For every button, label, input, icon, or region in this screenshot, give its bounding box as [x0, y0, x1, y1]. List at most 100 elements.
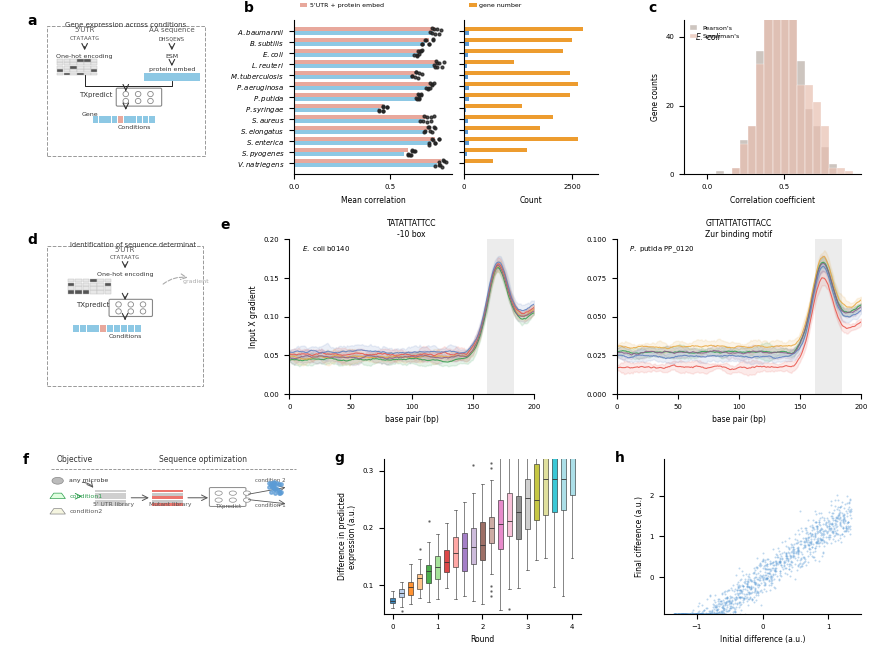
Point	[803, 548, 817, 559]
Point	[800, 533, 814, 543]
Point	[808, 521, 822, 531]
Point	[824, 511, 838, 521]
Bar	[87, 325, 92, 332]
Point	[753, 586, 767, 597]
Point	[675, 609, 689, 619]
Point	[821, 534, 835, 544]
Point	[832, 520, 846, 531]
Point	[695, 609, 709, 619]
Point	[843, 506, 857, 517]
Bar	[779, 0, 787, 174]
Point	[412, 94, 426, 104]
Circle shape	[215, 498, 222, 502]
Point	[793, 560, 807, 571]
Point	[793, 561, 806, 572]
Point	[748, 590, 762, 601]
Point	[714, 598, 728, 609]
Point	[689, 609, 703, 619]
Point	[788, 538, 802, 548]
Point	[683, 609, 697, 619]
Point	[693, 609, 707, 619]
Point	[748, 594, 762, 605]
Point	[818, 536, 832, 546]
Bar	[755, 65, 764, 174]
Bar	[732, 168, 740, 174]
Point	[824, 519, 838, 529]
Point	[797, 556, 811, 566]
Point	[690, 609, 704, 619]
Point	[796, 539, 810, 550]
Bar	[463, 38, 571, 42]
Point	[726, 606, 740, 616]
Point	[772, 552, 786, 563]
Point	[740, 592, 753, 603]
Point	[688, 609, 702, 619]
Point	[812, 515, 826, 525]
Point	[820, 523, 834, 533]
Point	[734, 585, 748, 596]
Point	[787, 534, 801, 544]
Point	[798, 528, 812, 539]
Point	[421, 83, 434, 94]
Circle shape	[116, 302, 121, 307]
Point	[832, 507, 846, 517]
Point	[430, 58, 444, 69]
Point	[832, 502, 846, 512]
Point	[707, 609, 721, 619]
Point	[719, 591, 733, 602]
Point	[706, 609, 720, 619]
Point	[797, 542, 811, 552]
Point	[375, 101, 389, 112]
Point	[767, 566, 781, 576]
Point	[667, 609, 680, 619]
Point	[758, 564, 772, 574]
Point	[784, 561, 798, 572]
Point	[762, 572, 776, 583]
Point	[735, 593, 749, 604]
Point	[804, 542, 818, 552]
Point	[709, 601, 723, 611]
Point	[837, 526, 851, 537]
Point	[742, 574, 756, 584]
Point	[764, 571, 778, 581]
Point	[689, 609, 703, 619]
Point	[763, 572, 777, 583]
Bar	[56, 69, 63, 72]
Point	[814, 538, 828, 548]
Title: TATATTATTCC
-10 box: TATATTATTCC -10 box	[387, 219, 436, 239]
Point	[760, 564, 774, 575]
Point	[839, 508, 852, 518]
Point	[734, 565, 748, 576]
Point	[777, 562, 791, 573]
Point	[726, 595, 740, 606]
Point	[762, 558, 776, 568]
X-axis label: Count: Count	[519, 196, 541, 205]
Bar	[151, 496, 182, 499]
Point	[812, 533, 826, 543]
Bar	[715, 171, 723, 174]
Point	[747, 579, 761, 589]
Bar	[73, 325, 79, 332]
Text: e: e	[221, 218, 230, 232]
Point	[423, 27, 437, 38]
Point	[418, 34, 432, 45]
Point	[697, 609, 711, 619]
Point	[679, 609, 693, 619]
Point	[779, 546, 793, 557]
Bar	[772, 13, 779, 174]
Point	[685, 609, 699, 619]
Point	[736, 593, 750, 604]
Point	[743, 575, 757, 585]
Point	[703, 609, 717, 619]
Point	[706, 599, 720, 609]
Point	[783, 556, 797, 567]
Point	[780, 559, 794, 570]
Point	[733, 593, 746, 603]
Bar	[76, 282, 82, 286]
Bar	[755, 51, 764, 174]
Bar	[294, 152, 403, 156]
Point	[829, 516, 843, 527]
Point	[264, 477, 278, 488]
Bar	[740, 140, 747, 174]
Point	[720, 593, 733, 603]
